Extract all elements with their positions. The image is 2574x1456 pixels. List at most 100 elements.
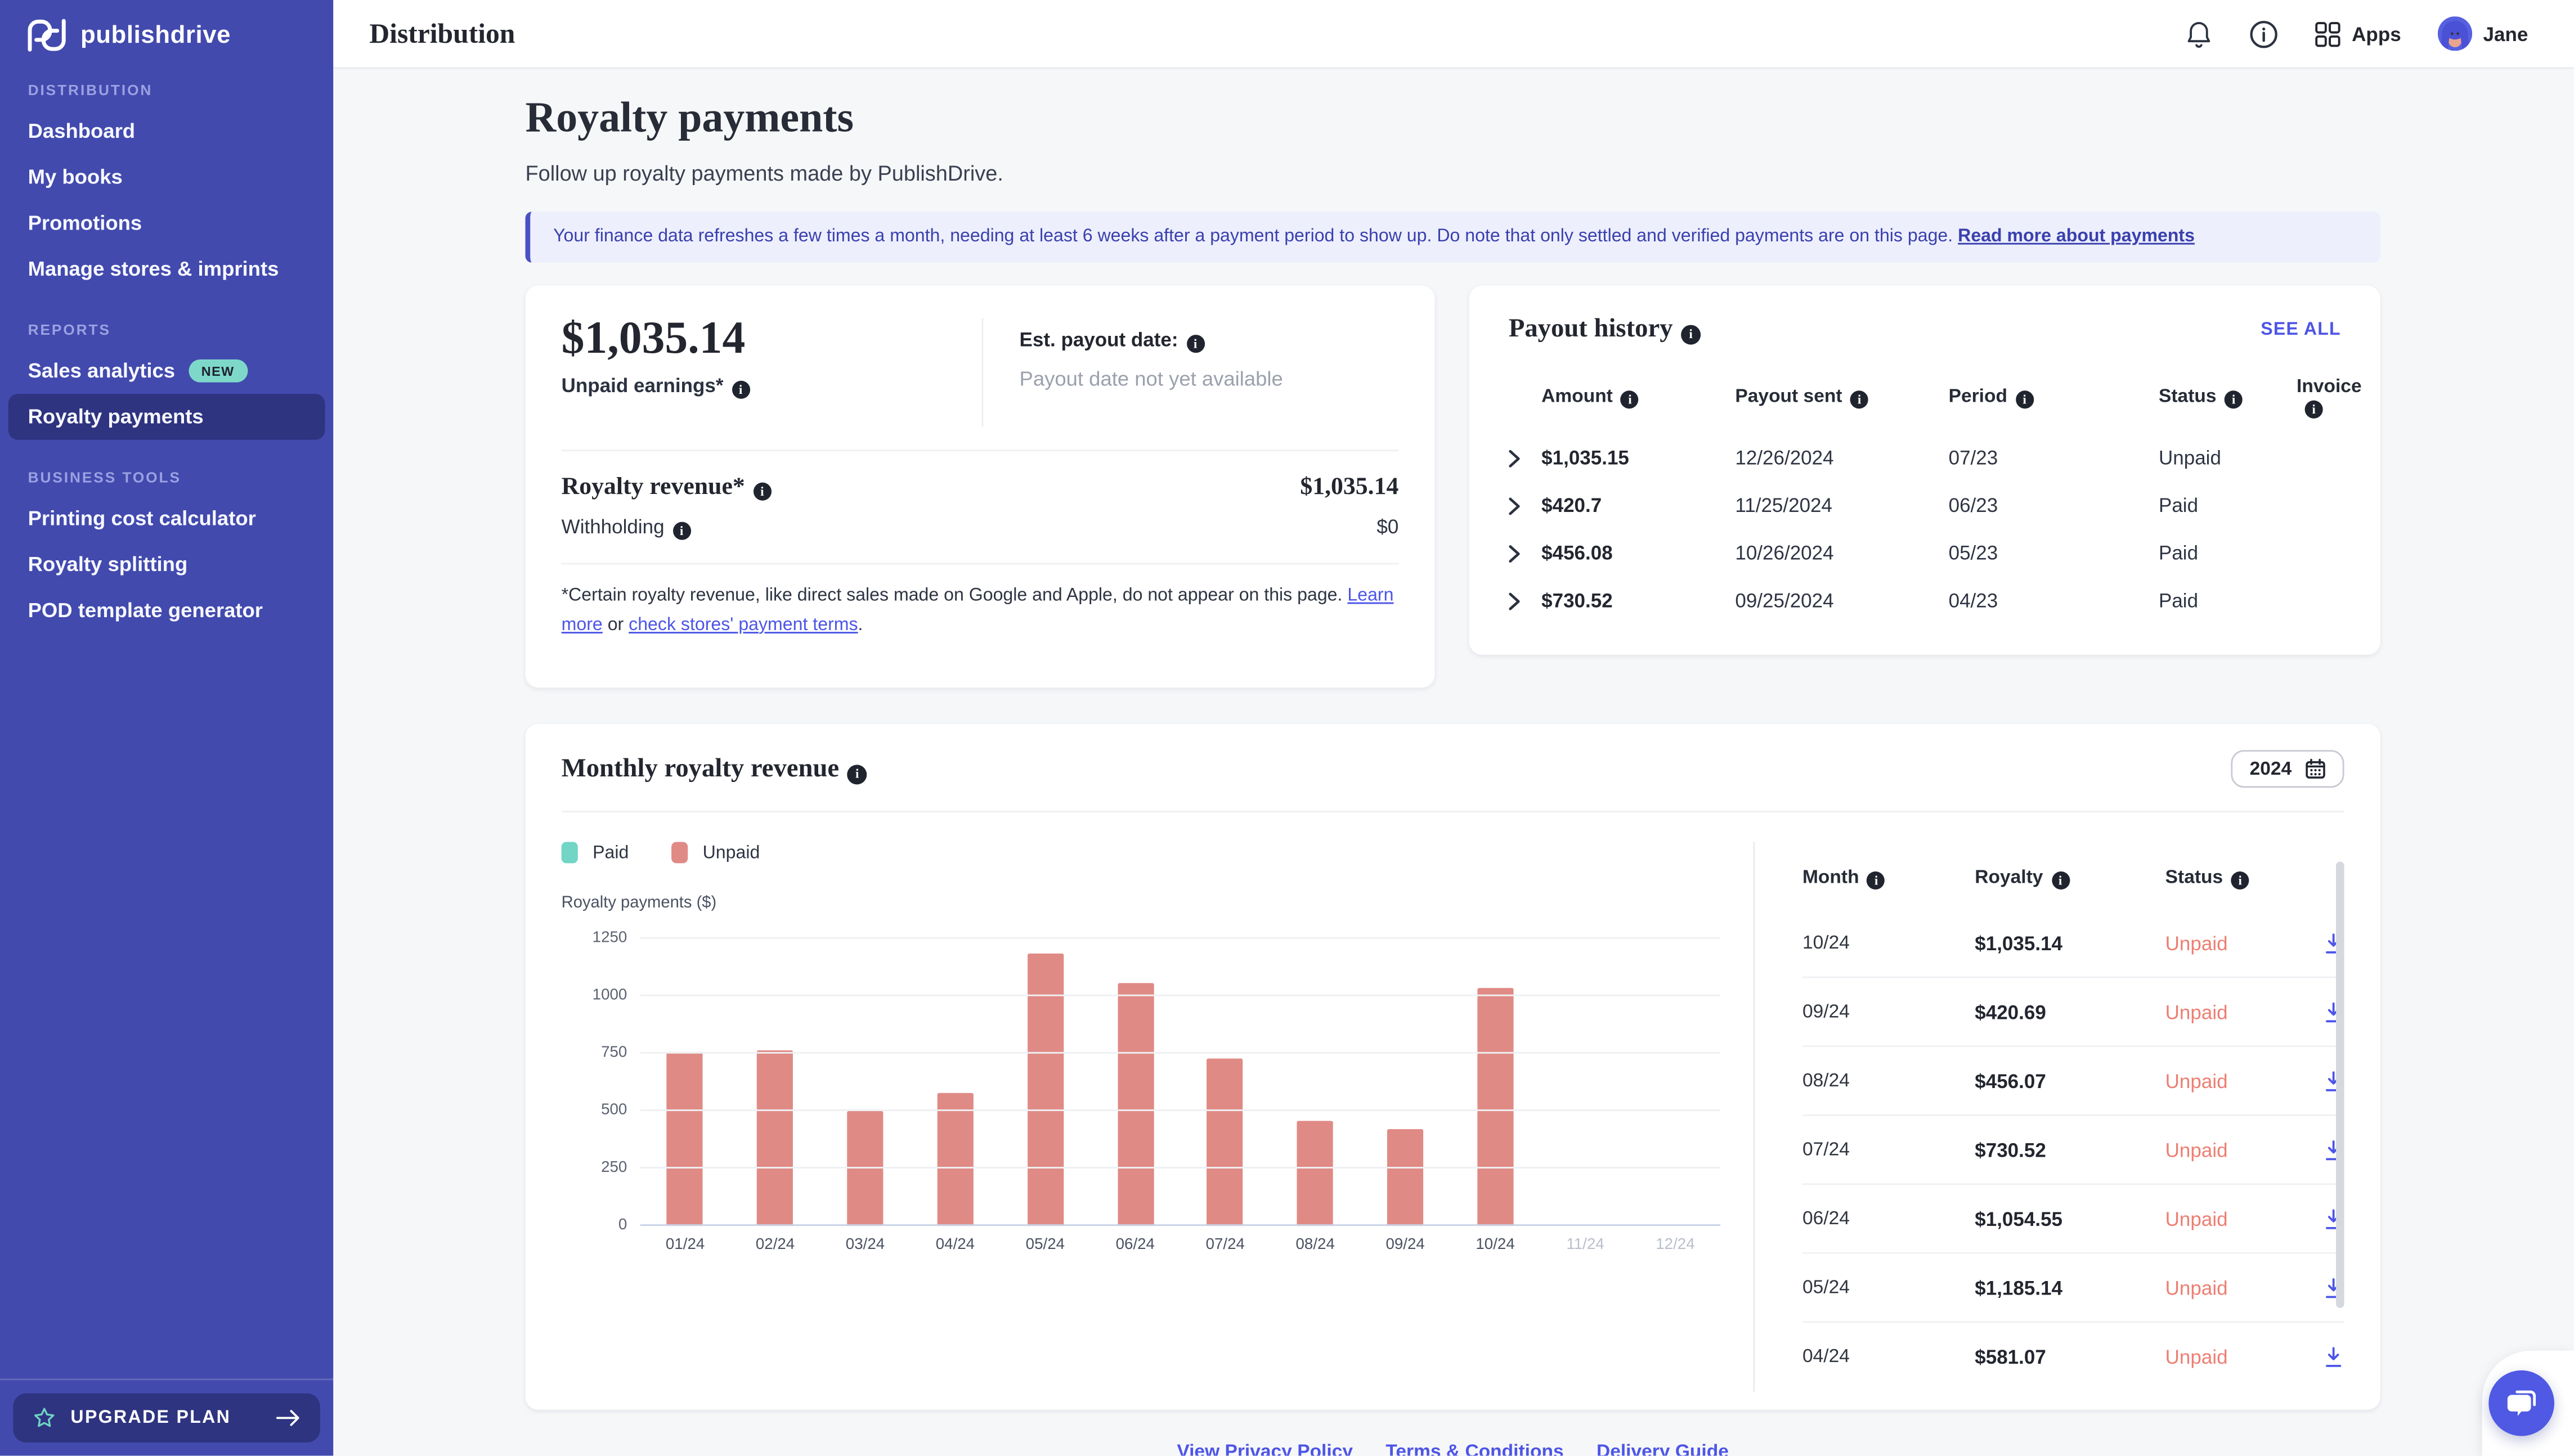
info-icon[interactable]: i <box>2304 399 2323 419</box>
learn-more-link[interactable]: Learn more <box>561 585 1394 635</box>
gridline <box>640 1109 1721 1111</box>
bar-slot-05/24 <box>1000 939 1090 1226</box>
chevron-right-icon[interactable] <box>1509 497 1541 515</box>
avatar <box>2437 16 2472 51</box>
x-tick-label: 02/24 <box>755 1235 795 1254</box>
info-icon[interactable]: i <box>2231 871 2249 890</box>
info-icon[interactable]: i <box>672 521 691 540</box>
chevron-right-icon[interactable] <box>1509 592 1541 610</box>
payout-row[interactable]: $730.52 09/25/2024 04/23 Paid <box>1509 577 2341 625</box>
legend-unpaid: Unpaid <box>671 842 760 864</box>
chevron-right-icon[interactable] <box>1509 450 1541 468</box>
x-axis-labels: 01/24 02/24 03/24 04/24 05/24 06/24 07/24 08/24… <box>640 1236 1720 1254</box>
year-picker-button[interactable]: 2024 <box>2231 750 2344 788</box>
terms-conditions-link[interactable]: Terms & Conditions <box>1385 1442 1564 1456</box>
sidebar-item-royalty-splitting[interactable]: Royalty splitting <box>28 553 188 576</box>
bar-slot-06/24 <box>1090 939 1180 1226</box>
earnings-footnote: *Certain royalty revenue, like direct sa… <box>561 585 1394 635</box>
payout-row[interactable]: $1,035.15 12/26/2024 07/23 Unpaid <box>1509 434 2341 482</box>
user-menu[interactable]: Jane <box>2437 16 2528 51</box>
download-report-icon[interactable] <box>2316 1346 2344 1369</box>
col-status: Status i <box>2165 868 2316 890</box>
see-all-link[interactable]: SEE ALL <box>2261 320 2341 340</box>
x-tick-label: 11/24 <box>1566 1235 1604 1254</box>
publishdrive-logo-icon <box>28 19 66 52</box>
monthly-row: 10/24 $1,035.14 Unpaid <box>1802 909 2344 978</box>
bar-unpaid-04/24 <box>937 1092 974 1226</box>
divider <box>561 449 1399 451</box>
monthly-row: 07/24 $730.52 Unpaid <box>1802 1116 2344 1185</box>
chat-bubble-icon <box>2507 1390 2536 1416</box>
bar-slot-10/24 <box>1450 939 1540 1226</box>
legend-paid: Paid <box>561 842 629 864</box>
y-tick-label: 750 <box>601 1044 627 1062</box>
chevron-right-icon[interactable] <box>1509 545 1541 563</box>
info-icon[interactable]: i <box>1867 871 1886 890</box>
bar-unpaid-01/24 <box>667 1051 703 1226</box>
paid-swatch <box>561 842 578 864</box>
payout-row[interactable]: $456.08 10/26/2024 05/23 Paid <box>1509 529 2341 577</box>
y-tick-label: 1250 <box>592 929 627 947</box>
bar-slot-08/24 <box>1270 939 1360 1226</box>
x-tick-label: 09/24 <box>1385 1235 1425 1254</box>
notifications-bell-icon[interactable] <box>2185 19 2213 49</box>
sidebar-item-printing-cost-calculator[interactable]: Printing cost calculator <box>28 507 256 531</box>
sidebar-item-royalty-payments[interactable]: Royalty payments <box>8 394 325 440</box>
read-more-link[interactable]: Read more about payments <box>1958 226 2195 246</box>
info-icon[interactable]: i <box>1850 390 1869 408</box>
sidebar-item-sales-analytics[interactable]: Sales analytics NEW <box>0 348 333 394</box>
divider <box>561 562 1399 564</box>
sidebar-item-dashboard[interactable]: Dashboard <box>28 119 136 143</box>
finance-info-banner: Your finance data refreshes a few times … <box>525 211 2380 262</box>
star-icon <box>34 1408 55 1427</box>
info-icon[interactable]: i <box>2051 871 2070 890</box>
sidebar-item-promotions[interactable]: Promotions <box>28 212 142 235</box>
table-scrollbar[interactable] <box>2336 861 2344 1308</box>
help-info-icon[interactable] <box>2248 19 2278 49</box>
bar-unpaid-05/24 <box>1027 954 1064 1226</box>
sidebar-item-my-books[interactable]: My books <box>28 165 123 189</box>
gridline <box>640 1224 1721 1226</box>
info-icon[interactable]: i <box>753 482 772 500</box>
brand-logo[interactable]: publishdrive <box>0 0 333 66</box>
brand-name: publishdrive <box>80 21 231 50</box>
page-subtitle: Follow up royalty payments made by Publi… <box>525 160 1003 186</box>
arrow-right-icon <box>276 1408 301 1428</box>
y-tick-label: 500 <box>601 1101 627 1120</box>
info-icon[interactable]: i <box>732 381 750 399</box>
bar-slot-12/24 <box>1630 939 1720 1226</box>
info-icon[interactable]: i <box>1186 334 1205 353</box>
x-tick-label: 10/24 <box>1476 1235 1515 1254</box>
chat-launcher-button[interactable] <box>2488 1370 2555 1436</box>
page-title: Royalty payments <box>525 93 854 141</box>
sidebar-item-manage-stores[interactable]: Manage stores & imprints <box>28 257 279 281</box>
bar-slot-01/24 <box>640 939 730 1226</box>
upgrade-plan-button[interactable]: UPGRADE PLAN <box>13 1393 320 1443</box>
info-icon[interactable]: i <box>1621 390 1639 408</box>
x-tick-label: 06/24 <box>1115 1235 1155 1254</box>
privacy-policy-link[interactable]: View Privacy Policy <box>1177 1442 1353 1456</box>
unpaid-earnings-label: Unpaid earnings* i <box>562 375 982 399</box>
info-icon[interactable]: i <box>2015 390 2034 408</box>
gridline <box>640 1051 1721 1054</box>
payment-terms-link[interactable]: check stores' payment terms <box>629 615 858 635</box>
vertical-divider <box>981 318 984 426</box>
est-payout-label: Est. payout date: i <box>1020 328 1283 353</box>
info-icon[interactable]: i <box>847 763 867 784</box>
royalty-revenue-row: Royalty revenue* i $1,035.14 <box>562 468 1398 509</box>
info-icon[interactable]: i <box>1681 324 1701 344</box>
sidebar-item-pod-template-generator[interactable]: POD template generator <box>28 599 263 622</box>
apps-button[interactable]: Apps <box>2314 20 2401 47</box>
royalty-chart: Paid Unpaid Royalty payments ($) 0 250 500… <box>561 812 1754 1392</box>
bar-unpaid-06/24 <box>1117 983 1154 1226</box>
payout-row[interactable]: $420.7 11/25/2024 06/23 Paid <box>1509 482 2341 530</box>
delivery-guide-link[interactable]: Delivery Guide <box>1596 1442 1729 1456</box>
col-period: Period i <box>1949 387 2159 408</box>
col-month: Month i <box>1802 868 1975 890</box>
x-tick-label: 03/24 <box>845 1235 885 1254</box>
info-icon[interactable]: i <box>2225 390 2243 408</box>
bar-unpaid-09/24 <box>1387 1129 1424 1226</box>
col-royalty: Royalty i <box>1975 868 2165 890</box>
withholding-row: Withholding i $0 <box>561 515 1399 540</box>
payout-history-header: Amount i Payout sent i Period i Status i Inv… <box>1509 377 2362 419</box>
